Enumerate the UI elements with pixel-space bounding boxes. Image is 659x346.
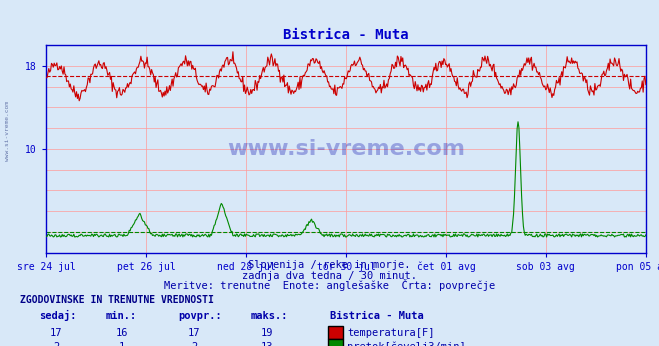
Text: povpr.:: povpr.: [178,311,221,321]
Text: 19: 19 [261,328,273,338]
Title: Bistrica - Muta: Bistrica - Muta [283,28,409,43]
Text: Bistrica - Muta: Bistrica - Muta [330,311,423,321]
Text: sedaj:: sedaj: [40,310,77,321]
Text: 16: 16 [116,328,128,338]
Text: 2: 2 [53,342,59,346]
Text: www.si-vreme.com: www.si-vreme.com [5,101,11,162]
Text: temperatura[F]: temperatura[F] [347,328,435,338]
Text: maks.:: maks.: [250,311,288,321]
Text: Slovenija / reke in morje.: Slovenija / reke in morje. [248,260,411,270]
Text: 1: 1 [119,342,125,346]
Text: 2: 2 [191,342,198,346]
Text: min.:: min.: [105,311,136,321]
Text: ZGODOVINSKE IN TRENUTNE VREDNOSTI: ZGODOVINSKE IN TRENUTNE VREDNOSTI [20,295,214,305]
Text: 17: 17 [188,328,200,338]
Text: www.si-vreme.com: www.si-vreme.com [227,139,465,159]
Text: Meritve: trenutne  Enote: anglešaške  Črta: povprečje: Meritve: trenutne Enote: anglešaške Črta… [164,279,495,291]
Text: pretok[čevelj3/min]: pretok[čevelj3/min] [347,341,466,346]
Text: zadnja dva tedna / 30 minut.: zadnja dva tedna / 30 minut. [242,271,417,281]
Text: 17: 17 [50,328,62,338]
Text: 13: 13 [261,342,273,346]
